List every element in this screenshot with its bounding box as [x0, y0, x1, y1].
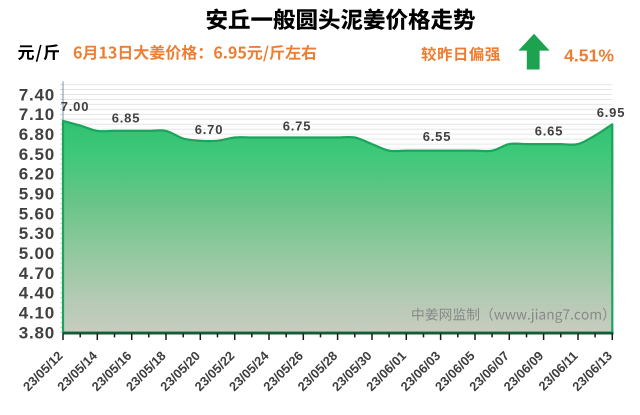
svg-text:7.10: 7.10 — [19, 105, 55, 124]
svg-text:7.00: 7.00 — [61, 99, 90, 114]
svg-text:6.20: 6.20 — [19, 165, 55, 184]
svg-text:4.51%: 4.51% — [564, 46, 614, 66]
svg-text:6.70: 6.70 — [195, 122, 224, 137]
svg-text:5.30: 5.30 — [19, 224, 55, 243]
svg-text:4.70: 4.70 — [19, 264, 55, 283]
svg-text:4.40: 4.40 — [19, 284, 55, 303]
svg-text:6.75: 6.75 — [283, 118, 312, 133]
svg-text:5.90: 5.90 — [19, 185, 55, 204]
svg-text:3.80: 3.80 — [19, 323, 55, 342]
svg-text:6.55: 6.55 — [423, 129, 452, 144]
svg-text:6.50: 6.50 — [19, 145, 55, 164]
svg-text:5.60: 5.60 — [19, 204, 55, 223]
svg-text:6.65: 6.65 — [535, 124, 564, 139]
svg-text:5.00: 5.00 — [19, 244, 55, 263]
svg-text:7.40: 7.40 — [19, 85, 55, 104]
svg-text:6.80: 6.80 — [19, 125, 55, 144]
svg-text:6.85: 6.85 — [112, 111, 141, 126]
svg-text:6.95: 6.95 — [597, 105, 626, 120]
svg-text:4.10: 4.10 — [19, 304, 55, 323]
